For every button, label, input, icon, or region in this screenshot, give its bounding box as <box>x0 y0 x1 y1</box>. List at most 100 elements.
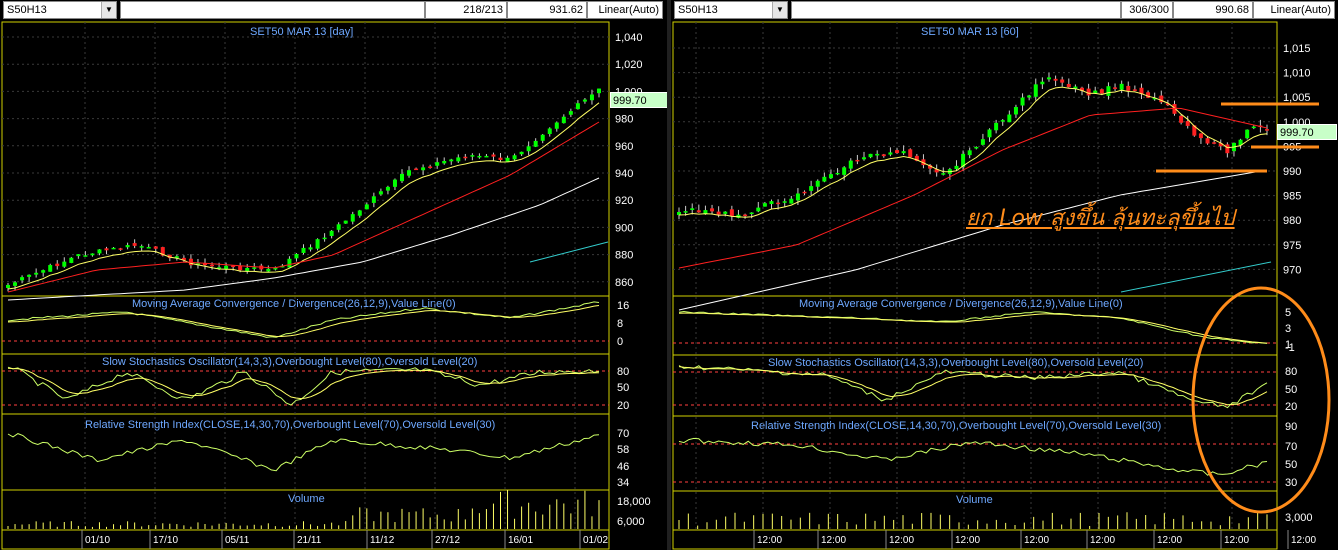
candle-body <box>245 267 250 272</box>
candle-body <box>421 167 426 171</box>
candle-body <box>1225 144 1230 154</box>
ma-long-line <box>529 241 609 263</box>
right-chart-title: SET50 MAR 13 [60] <box>921 26 1019 38</box>
candle-body <box>76 254 81 257</box>
candle-body <box>1172 104 1177 114</box>
price-tick-label: 880 <box>615 250 633 262</box>
left-chart-canvas[interactable]: SET50 MAR 13 [day] Moving Average Conver… <box>0 0 667 550</box>
stoch-tick-label: 80 <box>617 366 629 378</box>
date-tick-label: 12:00 <box>1291 535 1316 546</box>
macd-tick-label: 16 <box>617 300 629 312</box>
candle-body <box>835 172 840 175</box>
price-tick-label: 975 <box>1283 240 1301 252</box>
candle-body <box>1238 139 1243 146</box>
chevron-down-icon[interactable]: ▼ <box>772 2 787 18</box>
macd-tick-label: 5 <box>1285 307 1291 319</box>
left-chart-window[interactable]: S50H13 ▼ 218/213 931.62 Linear(Auto) SET… <box>0 0 667 550</box>
signal-line <box>7 305 600 338</box>
signal-line <box>678 366 1268 406</box>
right-chart-canvas[interactable]: SET50 MAR 13 [60] Moving Average Converg… <box>671 0 1338 550</box>
candle-body <box>224 265 229 270</box>
date-tick-label: 05/11 <box>225 535 250 546</box>
left-stoch-title: Slow Stochastics Oscillator(14,3,3),Over… <box>102 356 477 368</box>
candle-body <box>146 247 151 249</box>
candle-body <box>1251 126 1256 129</box>
indicator-line <box>7 433 600 472</box>
candle-body <box>364 204 369 210</box>
right-scale-mode[interactable]: Linear(Auto) <box>1253 1 1335 19</box>
candle-body <box>498 157 503 161</box>
date-tick-label: 11/12 <box>370 535 395 546</box>
candle-body <box>749 212 754 215</box>
candles <box>6 88 601 292</box>
indicator-line <box>678 437 1268 476</box>
candle-body <box>1040 81 1045 85</box>
left-scale-mode[interactable]: Linear(Auto) <box>587 1 663 19</box>
candle-body <box>160 247 165 256</box>
candle-body <box>1073 86 1078 89</box>
candle-body <box>815 180 820 187</box>
date-tick-label: 12:00 <box>821 535 846 546</box>
candle-body <box>914 155 919 161</box>
candle-body <box>428 166 433 168</box>
candle-body <box>582 99 587 102</box>
candle-body <box>1212 142 1217 144</box>
candle-body <box>27 274 32 277</box>
ma-fast-line <box>7 102 600 290</box>
candle-body <box>322 237 327 240</box>
candle-body <box>55 263 60 267</box>
candle-body <box>828 174 833 179</box>
candle-body <box>533 140 538 147</box>
right-volume-title: Volume <box>956 494 993 506</box>
trend-annotation: ยก Low สูงขึ้น ลุ้นทะลุขึ้นไป <box>966 206 1235 231</box>
right-price-label: 999.70 <box>1277 124 1337 140</box>
candle-body <box>1046 77 1051 80</box>
candle-body <box>203 263 207 266</box>
right-symbol-select[interactable]: S50H13 ▼ <box>674 1 788 19</box>
rsi-tick-label: 46 <box>617 461 629 473</box>
candle-body <box>1245 129 1250 139</box>
candle-body <box>1192 125 1197 136</box>
candle-body <box>329 230 334 236</box>
candle-body <box>921 159 926 166</box>
candle-body <box>589 94 594 101</box>
candle-body <box>954 165 959 170</box>
candle-body <box>848 160 853 169</box>
candle-body <box>1218 143 1223 147</box>
indicator-line <box>678 310 1268 344</box>
right-last-value: 990.68 <box>1173 1 1253 19</box>
candle-body <box>167 254 172 259</box>
candle-body <box>287 258 292 268</box>
candle-body <box>1106 86 1111 96</box>
volume-bars <box>7 490 600 529</box>
candle-body <box>153 246 158 249</box>
candle-body <box>301 247 306 253</box>
price-tick-label: 1,020 <box>615 59 643 71</box>
candle-body <box>1007 114 1012 123</box>
date-tick-label: 12:00 <box>1090 535 1115 546</box>
chevron-down-icon[interactable]: ▼ <box>101 2 116 18</box>
candle-body <box>238 265 243 271</box>
plot-border <box>1 21 610 550</box>
left-symbol-select[interactable]: S50H13 ▼ <box>3 1 117 19</box>
ma-long-line <box>1120 261 1272 293</box>
price-tick-label: 860 <box>615 277 633 289</box>
candle-body <box>181 257 186 261</box>
candle-body <box>266 268 271 272</box>
macd-tick-label: 0 <box>617 336 623 348</box>
candle-body <box>1159 95 1164 103</box>
signal-line <box>7 367 600 400</box>
candle-body <box>961 153 966 167</box>
right-chart-window[interactable]: S50H13 ▼ 306/300 990.68 Linear(Auto) SET… <box>671 0 1338 550</box>
price-tick-label: 985 <box>1283 191 1301 203</box>
stoch-tick-label: 80 <box>1285 366 1297 378</box>
candle-body <box>868 153 873 158</box>
candle-body <box>273 267 278 270</box>
candle-body <box>789 198 794 204</box>
price-tick-label: 1,015 <box>1283 43 1311 55</box>
window-divider[interactable] <box>667 0 671 550</box>
candle-body <box>769 201 774 205</box>
date-tick-label: 12:00 <box>1157 535 1182 546</box>
candle-body <box>400 173 404 182</box>
candle-body <box>554 122 559 129</box>
